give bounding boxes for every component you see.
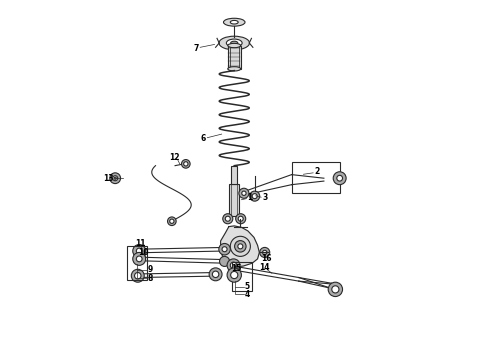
Text: 1: 1 [247, 193, 253, 202]
Text: 15: 15 [231, 264, 241, 273]
Circle shape [219, 243, 230, 255]
Circle shape [225, 216, 230, 221]
Circle shape [263, 250, 267, 255]
Circle shape [332, 286, 339, 293]
Circle shape [222, 247, 227, 252]
Circle shape [168, 217, 176, 226]
Text: 2: 2 [315, 167, 320, 176]
Circle shape [238, 216, 243, 221]
Bar [231, 166, 237, 184]
Text: 6: 6 [200, 134, 206, 143]
Circle shape [242, 191, 246, 195]
Bar [229, 184, 239, 216]
Circle shape [230, 236, 250, 256]
Polygon shape [220, 226, 259, 267]
Circle shape [110, 173, 121, 184]
Ellipse shape [228, 67, 241, 71]
Ellipse shape [226, 39, 242, 47]
Circle shape [113, 176, 118, 181]
Circle shape [231, 271, 238, 279]
Text: 10: 10 [139, 248, 149, 257]
Circle shape [220, 256, 230, 266]
Text: 7: 7 [193, 44, 198, 53]
Circle shape [260, 247, 270, 257]
Circle shape [239, 188, 249, 198]
Text: 14: 14 [260, 263, 270, 272]
Circle shape [328, 282, 343, 297]
Circle shape [238, 244, 243, 249]
Text: 11: 11 [135, 239, 146, 248]
Circle shape [136, 248, 142, 254]
Text: 5: 5 [245, 282, 250, 291]
Circle shape [333, 172, 346, 185]
Bar [126, 246, 147, 280]
Circle shape [135, 273, 141, 279]
Circle shape [227, 268, 242, 282]
Text: 3: 3 [263, 193, 268, 202]
Bar [292, 162, 340, 193]
Bar [228, 45, 241, 69]
Ellipse shape [223, 18, 245, 26]
Circle shape [209, 268, 222, 281]
Ellipse shape [230, 21, 238, 24]
Circle shape [235, 240, 246, 252]
Circle shape [212, 271, 219, 278]
Ellipse shape [219, 36, 249, 50]
Circle shape [136, 256, 142, 262]
Circle shape [114, 177, 116, 179]
Circle shape [223, 214, 233, 224]
Circle shape [227, 259, 240, 272]
Ellipse shape [228, 43, 241, 48]
Circle shape [337, 175, 343, 181]
Text: 12: 12 [169, 153, 179, 162]
Circle shape [250, 191, 260, 201]
Circle shape [252, 194, 257, 199]
Circle shape [133, 252, 146, 265]
Text: 4: 4 [245, 289, 250, 298]
Bar [232, 262, 252, 291]
Circle shape [236, 214, 245, 224]
Circle shape [184, 162, 188, 166]
Circle shape [170, 219, 174, 224]
Circle shape [230, 262, 237, 269]
Circle shape [133, 244, 146, 257]
Circle shape [131, 269, 144, 282]
Text: 16: 16 [261, 255, 272, 264]
Ellipse shape [231, 41, 238, 45]
Text: 13: 13 [103, 174, 113, 183]
Text: 9: 9 [147, 265, 153, 274]
Circle shape [181, 159, 190, 168]
Text: 8: 8 [147, 274, 153, 283]
